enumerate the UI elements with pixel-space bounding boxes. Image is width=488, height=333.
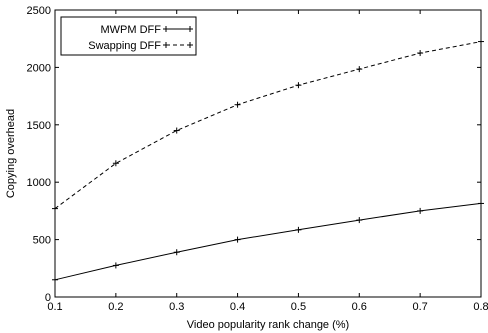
plot-frame bbox=[54, 9, 482, 298]
legend-box bbox=[60, 16, 197, 56]
y-axis-title: Copying overhead bbox=[5, 109, 17, 198]
series-layer bbox=[52, 38, 484, 283]
x-tick-label: 0.7 bbox=[412, 301, 427, 313]
legend: MWPM DFF Swapping DFF bbox=[60, 16, 197, 56]
y-tick-label: 2500 bbox=[27, 5, 51, 17]
y-tick-label: 2000 bbox=[27, 62, 51, 74]
y-tick-label: 500 bbox=[33, 235, 51, 247]
series-line-mwpm-dff bbox=[54, 202, 482, 281]
x-tick-label: 0.3 bbox=[169, 301, 184, 313]
x-tick-label: 0.8 bbox=[473, 301, 488, 313]
legend-label-swapping-dff: Swapping DFF bbox=[88, 40, 161, 52]
legend-label-mwpm-dff: MWPM DFF bbox=[101, 24, 162, 36]
y-tick-label: 1500 bbox=[27, 120, 51, 132]
ticks-layer: 0.1 0.2 0.3 0.4 0.5 0.6 0.7 0.8 0 500 1000 1500 2000… bbox=[27, 5, 488, 313]
x-tick-label: 0.6 bbox=[352, 301, 367, 313]
x-axis-title: Video popularity rank change (%) bbox=[187, 319, 349, 331]
series-line-swapping-dff bbox=[54, 41, 482, 210]
x-tick-label: 0.5 bbox=[291, 301, 306, 313]
y-tick-label: 1000 bbox=[27, 177, 51, 189]
x-tick-label: 0.4 bbox=[230, 301, 245, 313]
y-tick-label: 0 bbox=[45, 292, 51, 304]
x-tick-label: 0.1 bbox=[47, 301, 62, 313]
legend-samples bbox=[163, 26, 193, 48]
x-tick-label: 0.2 bbox=[108, 301, 123, 313]
